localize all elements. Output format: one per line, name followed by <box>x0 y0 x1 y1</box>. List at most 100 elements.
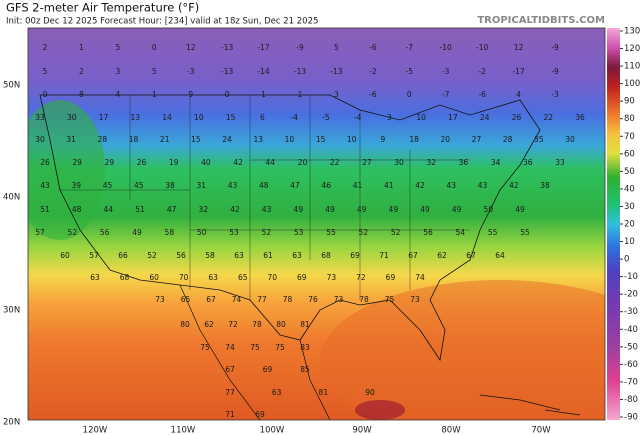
temperature-label: 26 <box>137 158 147 167</box>
temperature-label: 69 <box>350 251 360 260</box>
temperature-label: 3 <box>387 113 392 122</box>
temperature-label: 48 <box>72 205 82 214</box>
colorbar-label: 130 <box>624 27 640 37</box>
temperature-label: 67 <box>408 251 418 260</box>
temperature-label: 72 <box>228 320 238 329</box>
temperature-label: 63 <box>292 251 302 260</box>
temperature-label: 0 <box>407 90 412 99</box>
temperature-label: 63 <box>90 273 100 282</box>
temperature-label: 47 <box>290 181 300 190</box>
temperature-label: 26 <box>512 113 522 122</box>
temperature-label: 48 <box>259 181 269 190</box>
temperature-label: -9 <box>551 43 559 52</box>
temperature-label: 20 <box>441 135 451 144</box>
temperature-label: 58 <box>165 228 175 237</box>
colorbar-label: -80 <box>624 395 638 405</box>
temperature-label: 41 <box>384 181 394 190</box>
temperature-label: 78 <box>252 320 262 329</box>
temperature-label: 58 <box>205 251 215 260</box>
temperature-label: 76 <box>308 295 318 304</box>
map-frame <box>27 27 606 421</box>
temperature-label: 30 <box>394 158 404 167</box>
temperature-label: -3 <box>442 67 450 76</box>
temperature-label: 52 <box>391 228 401 237</box>
temperature-label: 10 <box>416 113 426 122</box>
temperature-label: 43 <box>40 181 50 190</box>
temperature-label: 75 <box>385 295 395 304</box>
temperature-label: 40 <box>201 158 211 167</box>
temperature-label: 19 <box>169 158 179 167</box>
temperature-label: 41 <box>353 181 363 190</box>
temperature-label: 13 <box>253 135 263 144</box>
colorbar-label: -70 <box>624 377 638 387</box>
temperature-label: 73 <box>327 273 337 282</box>
colorbar-label: 110 <box>624 62 640 72</box>
colorbar-label: 100 <box>624 79 640 89</box>
temperature-label: 45 <box>103 181 113 190</box>
map-area: 2 1 5 0 12 -13 -17 -9 5 -6 -7 -10 -10 12 -95 2 3 5 -3 -13 -1… <box>28 28 605 420</box>
temperature-label: 12 <box>186 43 196 52</box>
lon-label: 90W <box>352 426 372 435</box>
temperature-label: 36 <box>523 158 533 167</box>
temperature-label: 5 <box>115 43 120 52</box>
temperature-label: 51 <box>40 205 50 214</box>
temperature-label: 67 <box>225 365 235 374</box>
temperature-label: 0 <box>225 90 230 99</box>
temperature-label: 60 <box>149 273 159 282</box>
temperature-label: 2 <box>43 43 48 52</box>
temperature-label: 43 <box>262 205 272 214</box>
temperature-label: 55 <box>488 228 498 237</box>
colorbar-label: -50 <box>624 342 638 352</box>
colorbar-label: 40 <box>624 184 635 194</box>
temperature-label: 30 <box>35 135 45 144</box>
temperature-label: 26 <box>40 158 50 167</box>
temperature-label: -13 <box>330 67 342 76</box>
temperature-label: 15 <box>316 135 326 144</box>
temperature-label: 63 <box>208 273 218 282</box>
temperature-label: 53 <box>294 228 304 237</box>
temperature-label: 1 <box>261 90 266 99</box>
temperature-label: 78 <box>283 295 293 304</box>
temperature-label: 42 <box>233 158 243 167</box>
lon-label: 70W <box>531 426 551 435</box>
temperature-label: 71 <box>225 410 235 419</box>
temperature-label: 69 <box>263 365 273 374</box>
temperature-label: 18 <box>129 135 139 144</box>
temperature-label: 53 <box>229 228 239 237</box>
temperature-label: 30 <box>565 135 575 144</box>
colorbar-label: 20 <box>624 220 635 230</box>
temperature-label: 33 <box>35 113 45 122</box>
lon-label: 120W <box>83 426 108 435</box>
temperature-label: -6 <box>369 43 377 52</box>
temperature-label: 0 <box>43 90 48 99</box>
temperature-label: -13 <box>294 67 306 76</box>
temperature-label: 36 <box>459 158 469 167</box>
lon-label: 100W <box>260 426 285 435</box>
temperature-label: 57 <box>35 228 45 237</box>
colorbar-label: -90 <box>624 413 638 423</box>
lat-label: 30N <box>3 306 20 316</box>
temperature-label: 74 <box>415 273 425 282</box>
colorbar-label: 120 <box>624 44 640 54</box>
state-lines <box>60 95 470 300</box>
temperature-label: -6 <box>369 90 377 99</box>
temperature-label: 3 <box>115 67 120 76</box>
temperature-label: 68 <box>321 251 331 260</box>
temperature-label: -9 <box>296 43 304 52</box>
temperature-label: 66 <box>118 251 128 260</box>
temperature-label: 63 <box>234 251 244 260</box>
colorbar-label: -20 <box>624 290 638 300</box>
temperature-label: 81 <box>300 320 310 329</box>
temperature-label: 29 <box>72 158 82 167</box>
temperature-label: 10 <box>194 113 204 122</box>
colorbar-label: 10 <box>624 237 635 247</box>
warm-ocean <box>320 280 605 420</box>
temperature-label: 85 <box>300 365 310 374</box>
colorbar <box>607 28 620 420</box>
temperature-label: -2 <box>369 67 377 76</box>
map-title: GFS 2-meter Air Temperature (°F) <box>6 1 199 15</box>
temperature-label: 1 <box>152 90 157 99</box>
colorbar-label: -40 <box>624 325 638 335</box>
